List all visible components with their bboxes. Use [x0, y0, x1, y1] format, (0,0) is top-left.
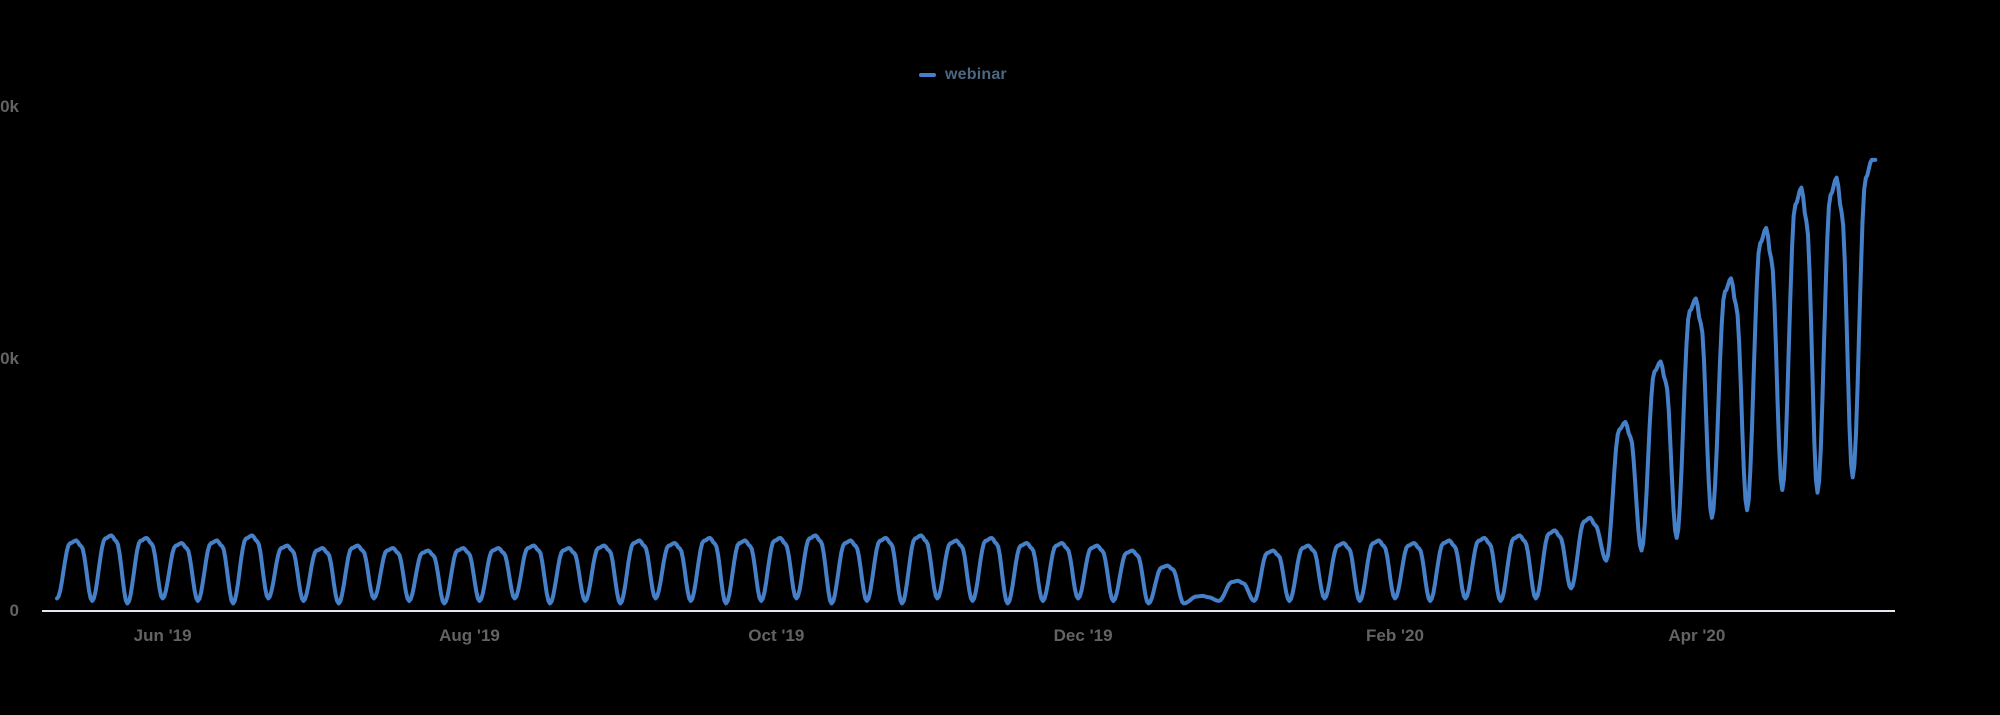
- legend[interactable]: webinar: [919, 64, 1007, 86]
- x-tick-label: Oct '19: [748, 626, 805, 645]
- y-tick-label: 0: [9, 601, 19, 620]
- x-tick-label: Dec '19: [1053, 626, 1113, 645]
- x-tick-label: Aug '19: [439, 626, 500, 645]
- y-tick-label: 200k: [0, 97, 19, 116]
- y-tick-label: 100k: [0, 349, 19, 368]
- webinar-line: [55, 157, 1878, 606]
- legend-label-webinar: webinar: [945, 66, 1007, 83]
- x-axis-line: [42, 610, 1895, 612]
- webinar-line-swatch-icon: [919, 73, 936, 77]
- x-tick-label: Jun '19: [133, 626, 192, 645]
- x-tick-label: Apr '20: [1668, 626, 1726, 645]
- x-tick-label: Feb '20: [1366, 626, 1424, 645]
